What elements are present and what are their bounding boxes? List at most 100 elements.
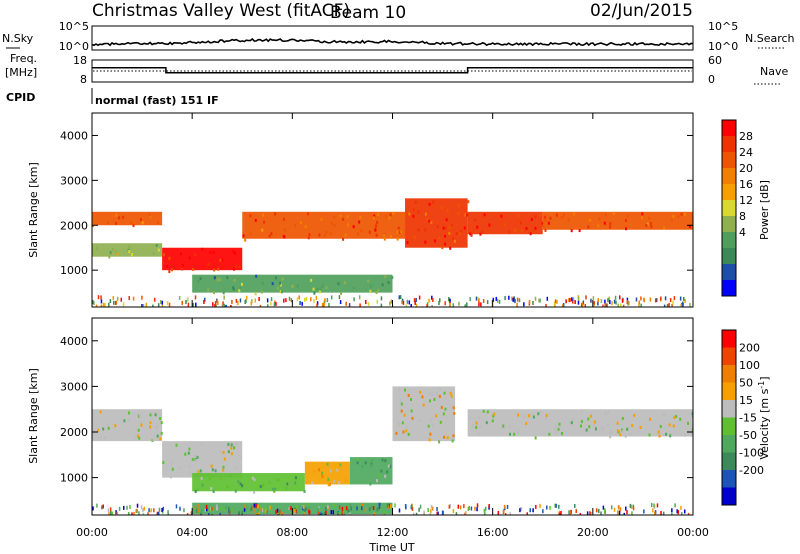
power-speckle bbox=[677, 215, 680, 219]
power-speckle bbox=[116, 296, 119, 301]
velocity-speckle bbox=[475, 421, 478, 425]
velocity-speckle bbox=[534, 436, 537, 440]
velocity-speckle bbox=[438, 387, 441, 391]
velocity-colorbar-label-close: ] bbox=[758, 376, 771, 380]
velocity-speckle bbox=[343, 512, 346, 515]
velocity-colorbar-swatch bbox=[722, 435, 736, 453]
velocity-speckle bbox=[476, 507, 478, 512]
power-speckle bbox=[320, 217, 323, 221]
velocity-speckle bbox=[196, 508, 198, 513]
power-speckle bbox=[188, 256, 191, 260]
velocity-speckle bbox=[325, 510, 327, 515]
velocity-speckle bbox=[526, 512, 529, 515]
power-speckle bbox=[572, 299, 574, 304]
power-speckle bbox=[185, 300, 187, 305]
velocity-speckle bbox=[114, 424, 117, 428]
power-speckle bbox=[346, 223, 349, 227]
velocity-speckle bbox=[243, 507, 246, 512]
velocity-speckle bbox=[468, 416, 471, 420]
velocity-speckle bbox=[662, 511, 665, 515]
power-speckle bbox=[444, 226, 447, 230]
power-speckle bbox=[664, 296, 667, 301]
power-speckle bbox=[463, 226, 466, 230]
velocity-speckle bbox=[539, 503, 541, 508]
velocity-speckle bbox=[438, 440, 441, 444]
velocity-speckle bbox=[428, 399, 431, 403]
power-speckle bbox=[504, 296, 506, 301]
power-speckle bbox=[237, 301, 239, 306]
power-speckle bbox=[222, 291, 225, 295]
power-speckle bbox=[449, 246, 452, 250]
nave-tick-bottom: 0 bbox=[708, 73, 715, 86]
velocity-speckle bbox=[580, 409, 583, 413]
velocity-speckle bbox=[450, 394, 453, 398]
velocity-speckle bbox=[383, 511, 386, 515]
velocity-speckle bbox=[272, 487, 275, 491]
velocity-speckle bbox=[278, 478, 281, 482]
power-speckle bbox=[448, 303, 451, 307]
power-speckle bbox=[204, 297, 206, 302]
power-speckle bbox=[444, 301, 446, 306]
power-speckle bbox=[342, 217, 345, 221]
velocity-speckle bbox=[330, 510, 333, 515]
power-speckle bbox=[414, 300, 416, 305]
velocity-speckle bbox=[190, 511, 193, 515]
power-speckle bbox=[232, 250, 235, 254]
velocity-speckle bbox=[200, 476, 203, 480]
power-speckle bbox=[406, 299, 409, 304]
velocity-speckle bbox=[307, 507, 310, 511]
velocity-speckle bbox=[549, 505, 551, 510]
velocity-speckle bbox=[378, 473, 381, 477]
power-speckle bbox=[299, 300, 301, 305]
velocity-speckle bbox=[142, 508, 144, 513]
velocity-speckle bbox=[467, 506, 470, 511]
power-speckle bbox=[682, 301, 684, 306]
power-speckle bbox=[478, 302, 480, 307]
power-speckle bbox=[424, 212, 427, 216]
xtick-label: 16:00 bbox=[477, 526, 509, 539]
power-speckle bbox=[679, 296, 682, 301]
velocity-speckle bbox=[328, 483, 331, 487]
velocity-speckle bbox=[435, 414, 438, 418]
power-speckle bbox=[132, 224, 135, 228]
power-speckle bbox=[480, 302, 482, 307]
power-speckle bbox=[455, 232, 458, 236]
velocity-speckle bbox=[452, 509, 455, 514]
velocity-speckle bbox=[626, 510, 628, 515]
velocity-speckle bbox=[184, 452, 187, 456]
velocity-speckle bbox=[539, 410, 542, 414]
power-speckle bbox=[313, 291, 316, 295]
velocity-speckle bbox=[671, 508, 673, 513]
power-colorbar-swatch bbox=[722, 168, 736, 185]
velocity-speckle bbox=[274, 487, 277, 491]
velocity-speckle bbox=[373, 512, 376, 515]
velocity-speckle bbox=[304, 508, 307, 512]
velocity-speckle bbox=[235, 441, 238, 445]
power-speckle bbox=[288, 296, 291, 301]
velocity-speckle bbox=[554, 428, 557, 432]
power-speckle bbox=[325, 286, 328, 290]
velocity-speckle bbox=[436, 506, 438, 511]
velocity-speckle bbox=[102, 504, 105, 509]
power-speckle bbox=[432, 298, 434, 303]
power-speckle bbox=[97, 295, 100, 300]
velocity-speckle bbox=[109, 510, 112, 515]
velocity-speckle bbox=[673, 416, 676, 420]
power-speckle bbox=[408, 212, 411, 216]
power-speckle bbox=[109, 251, 112, 255]
power-speckle bbox=[218, 278, 221, 282]
velocity-speckle bbox=[457, 504, 460, 509]
velocity-speckle bbox=[545, 414, 548, 418]
power-speckle bbox=[398, 230, 401, 234]
velocity-speckle bbox=[171, 467, 174, 471]
power-speckle bbox=[187, 302, 190, 307]
xtick-label: 04:00 bbox=[176, 526, 208, 539]
velocity-speckle bbox=[440, 405, 443, 409]
power-speckle bbox=[458, 301, 460, 306]
power-speckle bbox=[645, 224, 648, 228]
power-speckle bbox=[217, 267, 220, 271]
power-speckle bbox=[96, 246, 99, 250]
velocity-colorbar-label-sup: -1 bbox=[757, 381, 766, 389]
power-speckle bbox=[626, 300, 629, 305]
power-region-5 bbox=[405, 198, 468, 248]
